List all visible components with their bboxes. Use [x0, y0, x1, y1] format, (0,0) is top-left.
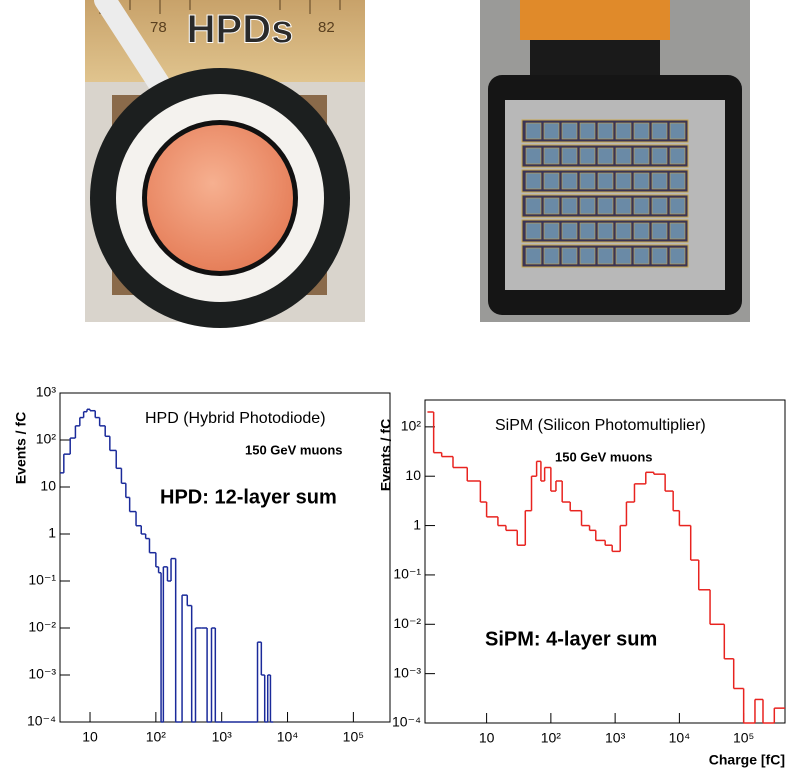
x-tick-label: 10²	[146, 729, 167, 745]
sensor	[634, 198, 649, 214]
sensor	[634, 223, 649, 239]
y-tick-label: 10⁻²	[28, 619, 56, 635]
sensor	[580, 148, 595, 164]
hpd-photo: 78 82 HPDs	[85, 0, 365, 328]
sensor	[670, 148, 685, 164]
sensor	[562, 173, 577, 189]
sensor	[634, 173, 649, 189]
sensor	[580, 223, 595, 239]
sensor	[670, 223, 685, 239]
y-tick-label: 1	[413, 516, 421, 532]
y-tick-label: 10⁻³	[393, 664, 421, 680]
y-tick-label: 10²	[401, 418, 422, 434]
sensor	[616, 123, 631, 139]
sensor	[652, 198, 667, 214]
chart-title: HPD (Hybrid Photodiode)	[145, 410, 326, 427]
sensor	[580, 123, 595, 139]
ruler-mark: 78	[150, 19, 167, 36]
x-tick-label: 10⁴	[669, 730, 691, 746]
sensor	[652, 223, 667, 239]
sensor	[526, 248, 541, 264]
y-tick-label: 10	[40, 478, 56, 494]
chart-subtitle: 150 GeV muons	[245, 442, 343, 457]
y-tick-label: 10⁻¹	[393, 566, 421, 582]
sensor	[562, 248, 577, 264]
x-tick-label: 10	[82, 729, 98, 745]
sensor	[652, 173, 667, 189]
x-tick-label: 10⁴	[277, 729, 299, 745]
y-tick-label: 10⁻¹	[28, 572, 56, 588]
sensor	[616, 173, 631, 189]
y-tick-label: 10⁻⁴	[27, 713, 56, 729]
sensor	[544, 173, 559, 189]
y-axis-label: Events / fC	[378, 419, 394, 491]
x-tick-label: 10³	[212, 729, 233, 745]
x-tick-label: 10⁵	[733, 730, 754, 746]
sensor	[652, 148, 667, 164]
sensor	[580, 248, 595, 264]
sensor	[616, 223, 631, 239]
sensor	[526, 148, 541, 164]
sensor	[544, 248, 559, 264]
sensor	[634, 123, 649, 139]
sensor	[562, 123, 577, 139]
x-tick-label: 10	[479, 730, 495, 746]
sipm-photo	[480, 0, 750, 322]
sensor	[598, 123, 613, 139]
sensor	[598, 248, 613, 264]
sensor	[544, 223, 559, 239]
annotation: SiPM: 4-layer sum	[485, 628, 657, 650]
y-tick-label: 1	[48, 525, 56, 541]
y-tick-label: 10⁻⁴	[392, 714, 421, 730]
sensor	[616, 248, 631, 264]
sensor	[616, 148, 631, 164]
sensor	[652, 248, 667, 264]
chart: 10⁻⁴ 10⁻³ 10⁻² 10⁻¹ 1 10 10² 10³ 10 10² 10³ 10⁴ 10⁵ E…	[13, 384, 390, 745]
y-tick-label: 10	[405, 467, 421, 483]
sensor	[526, 198, 541, 214]
sensor	[562, 148, 577, 164]
sensor	[670, 248, 685, 264]
sensor	[580, 173, 595, 189]
figure: 78 82 HPDs 10⁻⁴10⁻³10⁻²10⁻¹11010²10³1010…	[0, 0, 787, 773]
sensor	[544, 198, 559, 214]
x-tick-label: 10³	[605, 730, 626, 746]
photo-caption: HPDs	[187, 8, 294, 52]
sensor	[598, 173, 613, 189]
sensor	[670, 173, 685, 189]
sensor	[670, 123, 685, 139]
sensor	[616, 198, 631, 214]
y-tick-label: 10²	[36, 431, 57, 447]
x-tick-label: 10²	[541, 730, 562, 746]
sensor	[526, 223, 541, 239]
chart: 10⁻⁴ 10⁻³ 10⁻² 10⁻¹ 1 10 10² 10 10² 10³ 10⁴ 10⁵ Even…	[378, 400, 785, 768]
sensor	[562, 198, 577, 214]
chart-title: SiPM (Silicon Photomultiplier)	[495, 417, 706, 434]
x-tick-label: 10⁵	[343, 729, 364, 745]
y-tick-label: 10³	[36, 384, 57, 400]
sensor	[634, 148, 649, 164]
sensor	[544, 123, 559, 139]
y-axis-label: Events / fC	[13, 412, 29, 484]
ruler-mark: 82	[318, 19, 335, 36]
plot-frame	[425, 400, 785, 723]
sensor	[580, 198, 595, 214]
y-tick-label: 10⁻³	[28, 666, 56, 682]
sensor	[544, 148, 559, 164]
sensor	[634, 248, 649, 264]
sensor	[670, 198, 685, 214]
sensor	[598, 198, 613, 214]
sensor	[598, 223, 613, 239]
sensor	[526, 123, 541, 139]
sensor	[562, 223, 577, 239]
sensor	[598, 148, 613, 164]
x-axis-label: Charge [fC]	[709, 752, 785, 768]
sensor	[526, 173, 541, 189]
y-tick-label: 10⁻²	[393, 615, 421, 631]
chart-subtitle: 150 GeV muons	[555, 449, 653, 464]
annotation: HPD: 12-layer sum	[160, 486, 337, 508]
sensor	[652, 123, 667, 139]
